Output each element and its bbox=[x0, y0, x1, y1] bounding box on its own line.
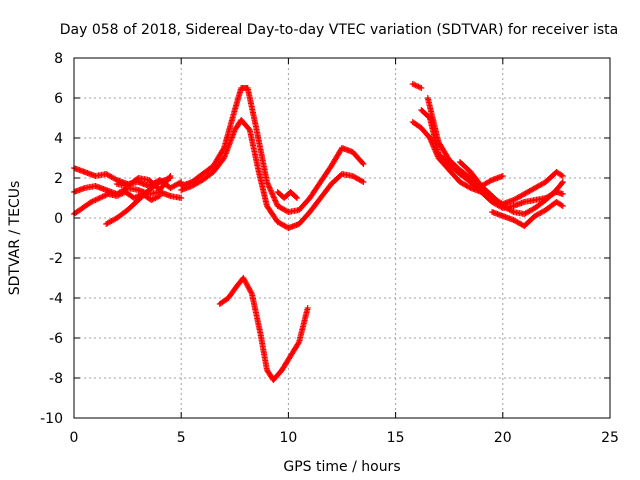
x-tick-label: 0 bbox=[70, 430, 79, 446]
data-point bbox=[559, 173, 566, 179]
data-point bbox=[418, 85, 425, 91]
data-point bbox=[293, 195, 300, 201]
data-point bbox=[559, 179, 566, 185]
series-track-6 bbox=[178, 85, 367, 215]
trace-mark bbox=[112, 176, 119, 183]
y-tick-label: -4 bbox=[49, 291, 63, 307]
trace-mark bbox=[466, 184, 473, 191]
data-point bbox=[304, 305, 311, 311]
y-tick-label: -10 bbox=[40, 411, 63, 427]
trace-mark bbox=[359, 178, 366, 185]
tick-labels: 0 5 10 15 20 25 -10 -8 -6 -4 -2 0 2 4 6 8 bbox=[40, 51, 619, 446]
y-tick-label: 6 bbox=[54, 91, 63, 107]
y-tick-label: -2 bbox=[49, 251, 63, 267]
y-tick-label: 0 bbox=[54, 211, 63, 227]
x-tick-label: 20 bbox=[494, 430, 512, 446]
x-tick-label: 10 bbox=[279, 430, 297, 446]
trace-mark bbox=[509, 208, 516, 215]
trace-mark bbox=[245, 125, 252, 132]
plot-frame bbox=[73, 57, 611, 419]
x-tick-label: 25 bbox=[601, 430, 619, 446]
trace-mark bbox=[558, 180, 565, 187]
data-point bbox=[499, 173, 506, 179]
chart-title: Day 058 of 2018, Sidereal Day-to-day VTE… bbox=[60, 22, 618, 38]
data-point bbox=[178, 195, 185, 201]
trace-mark bbox=[166, 174, 173, 181]
grid-lines bbox=[74, 58, 610, 418]
trace-mark bbox=[176, 179, 183, 186]
data-point bbox=[559, 203, 566, 209]
series-track-5 bbox=[113, 173, 174, 193]
trace-mark bbox=[248, 289, 255, 296]
data-point bbox=[360, 179, 367, 185]
x-tick-label: 15 bbox=[387, 430, 405, 446]
x-tick-label: 5 bbox=[177, 430, 186, 446]
data-point bbox=[559, 191, 566, 197]
data-point bbox=[167, 173, 174, 179]
trace-mark bbox=[359, 159, 366, 166]
data-point bbox=[156, 193, 163, 199]
series-track-13 bbox=[418, 107, 566, 207]
x-axis-label: GPS time / hours bbox=[283, 459, 400, 475]
series-track-9 bbox=[216, 275, 311, 383]
data-point bbox=[360, 161, 367, 167]
trace-mark bbox=[558, 172, 565, 179]
trace-mark bbox=[295, 340, 302, 347]
y-tick-label: -8 bbox=[49, 371, 63, 387]
y-tick-label: 4 bbox=[54, 131, 63, 147]
y-axis-label: SDTVAR / TECUs bbox=[7, 181, 23, 296]
series-track-7 bbox=[178, 117, 367, 231]
series-track-8 bbox=[274, 189, 300, 201]
series-track-14 bbox=[456, 159, 506, 189]
trace-mark bbox=[487, 177, 494, 184]
axis-ticks bbox=[73, 57, 611, 419]
y-tick-label: 2 bbox=[54, 171, 63, 187]
data-marks bbox=[71, 81, 566, 383]
trace-mark bbox=[292, 194, 299, 200]
series-track-15 bbox=[489, 199, 566, 229]
trace-mark bbox=[558, 202, 565, 209]
y-tick-label: -6 bbox=[49, 331, 63, 347]
series-track-10 bbox=[409, 81, 425, 91]
y-tick-label: 8 bbox=[54, 51, 63, 67]
